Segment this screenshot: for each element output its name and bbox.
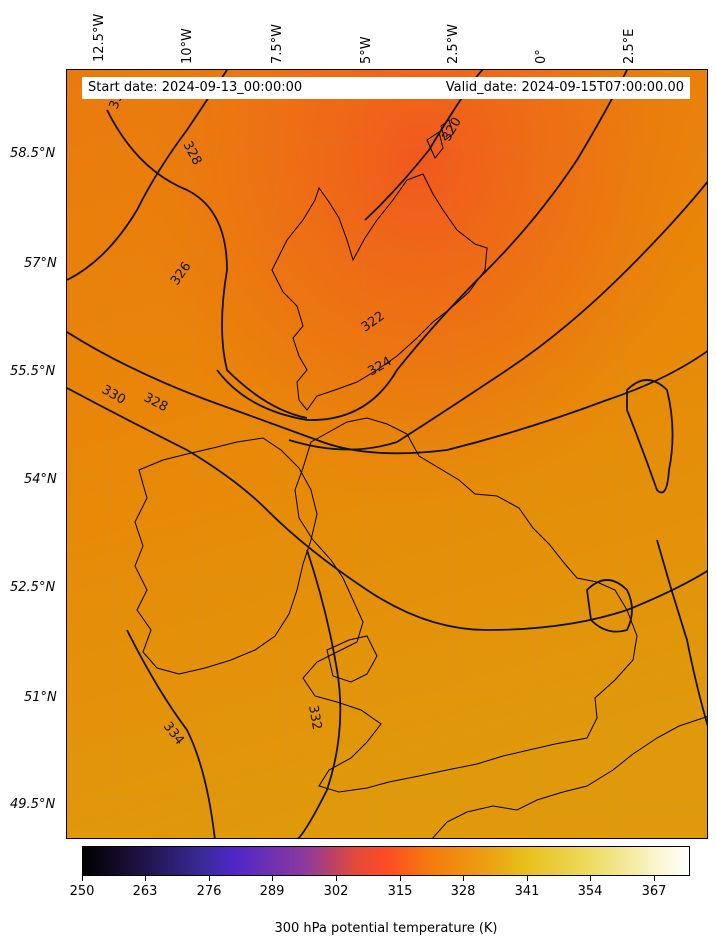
cbar-tickmark [654, 876, 655, 881]
map-area[interactable]: 328 326 322 320 324 330 328 332 334 33 [66, 69, 708, 839]
contour-label-332: 332 [305, 704, 324, 731]
lon-label-7.5w: 7.5°W [270, 23, 285, 64]
valid-date-text: Valid_date: 2024-09-15T07:00:00.00 [445, 80, 684, 95]
contour-320 [364, 70, 484, 221]
lat-label-57n: 57°N [24, 256, 57, 271]
cbar-tick-276: 276 [196, 884, 222, 899]
scotland-coast [271, 173, 488, 411]
contour-east-loop [626, 379, 674, 494]
cbar-tick-289: 289 [259, 884, 285, 899]
start-date-text: Start date: 2024-09-13_00:00:00 [88, 80, 303, 95]
england-coast [294, 417, 638, 793]
cbar-tick-263: 263 [132, 884, 158, 899]
cbar-tickmark [82, 876, 83, 881]
map-svg: 328 326 322 320 324 330 328 332 334 33 [67, 70, 707, 838]
lat-label-55.5n: 55.5°N [10, 364, 56, 379]
cbar-tickmark [590, 876, 591, 881]
lon-label-5w: 5°W [359, 36, 374, 64]
cbar-tick-315: 315 [387, 884, 413, 899]
ireland-coast [134, 437, 318, 675]
cbar-tick-341: 341 [514, 884, 540, 899]
cbar-tickmark [209, 876, 210, 881]
date-info-box: Start date: 2024-09-13_00:00:00 Valid_da… [82, 77, 690, 99]
lon-label-12.5w: 12.5°W [92, 13, 107, 62]
wales-coast [326, 635, 378, 683]
contours [67, 70, 707, 838]
cbar-tick-328: 328 [450, 884, 476, 899]
contour-330 [67, 387, 707, 631]
lon-label-2.5w: 2.5°W [446, 23, 461, 64]
cbar-tickmark [527, 876, 528, 881]
contour-332 [297, 549, 342, 838]
contour-322 [216, 70, 628, 421]
coastlines [134, 119, 707, 838]
contour-coast-loop [586, 579, 633, 633]
contour-334 [126, 629, 216, 838]
contour-324 [288, 181, 707, 451]
lat-label-58.5n: 58.5°N [10, 146, 56, 161]
lat-label-54n: 54°N [24, 472, 57, 487]
cbar-tick-250: 250 [69, 884, 95, 899]
contour-326 [67, 70, 228, 281]
cbar-tickmark [400, 876, 401, 881]
lat-label-49.5n: 49.5°N [10, 797, 56, 812]
contour-328-north [106, 109, 308, 419]
lat-label-51n: 51°N [24, 690, 57, 705]
lon-label-10w: 10°W [180, 28, 195, 64]
cbar-tickmark [336, 876, 337, 881]
cbar-tickmark [272, 876, 273, 881]
cbar-tick-354: 354 [577, 884, 603, 899]
contour-east-edge [656, 539, 707, 727]
colorbar [82, 846, 690, 876]
cbar-tickmark [463, 876, 464, 881]
contour-328 [67, 331, 707, 455]
cbar-tick-302: 302 [323, 884, 349, 899]
france-coast [432, 716, 707, 838]
cbar-tickmark [145, 876, 146, 881]
cbar-tick-367: 367 [641, 884, 667, 899]
lat-label-52.5n: 52.5°N [10, 580, 56, 595]
warm-core [67, 70, 707, 838]
lon-label-0: 0° [534, 49, 549, 64]
lon-label-2.5e: 2.5°E [622, 28, 637, 64]
colorbar-label: 300 hPa potential temperature (K) [274, 921, 498, 936]
